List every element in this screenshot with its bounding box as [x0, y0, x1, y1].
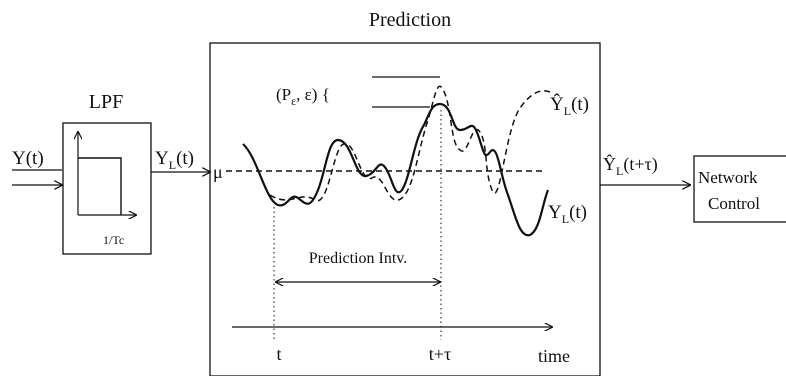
mean-label: μ [213, 162, 223, 182]
prediction-interval-label: Prediction Intv. [309, 250, 408, 267]
network-control-line1: Network [698, 168, 758, 187]
lpf-block [62, 122, 152, 255]
actual-curve-label: YL(t) [548, 202, 587, 226]
time-t-tau-label: t+τ [429, 344, 451, 364]
time-t-label: t [276, 344, 281, 364]
network-control-line2: Control [708, 194, 760, 213]
predicted-curve [269, 85, 551, 202]
lpf-response-icon [78, 132, 136, 215]
lpf-cutoff-label: 1/Tc [103, 233, 124, 247]
error-bound-label: (Pε, ε) { [276, 85, 330, 108]
prediction-block [209, 42, 601, 376]
time-axis-label: time [538, 346, 570, 366]
input-signal-label: Y(t) [12, 148, 44, 169]
actual-curve [242, 102, 550, 237]
output-signal-label: ŶL(t+τ) [603, 153, 658, 178]
network-control-block [693, 155, 786, 223]
lpf-label: LPF [89, 91, 123, 113]
predicted-curve-label: ŶL(t) [550, 93, 589, 118]
diagram-title: Prediction [369, 9, 451, 31]
filtered-signal-label: YL(t) [155, 148, 194, 172]
